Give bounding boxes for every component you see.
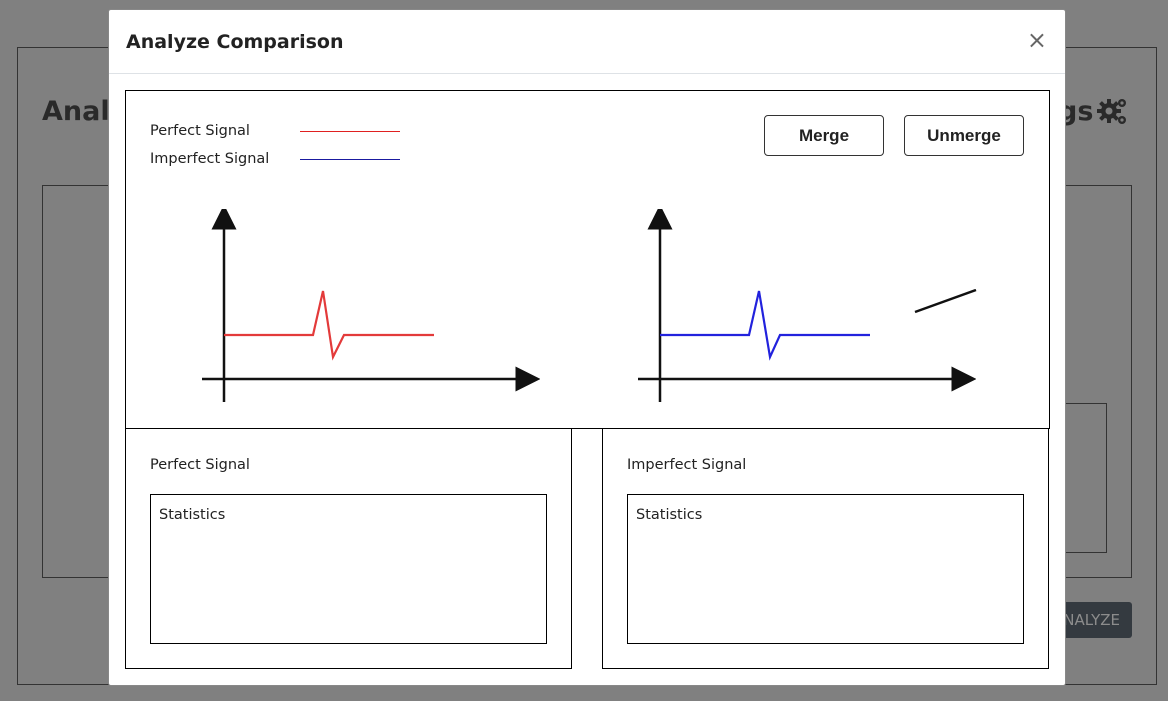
unmerge-button[interactable]: Unmerge	[904, 115, 1024, 156]
merge-button[interactable]: Merge	[764, 115, 884, 156]
signal-line	[660, 290, 870, 361]
signal-line	[224, 290, 434, 361]
background-settings-heading: gs	[1058, 96, 1129, 127]
modal-header: Analyze Comparison ×	[109, 10, 1065, 74]
perfect-signal-stats-panel: Perfect Signal Statistics	[125, 428, 572, 669]
imperfect-signal-stats-panel: Imperfect Signal Statistics	[602, 428, 1049, 669]
stats-panel-title: Imperfect Signal	[627, 457, 747, 473]
legend: Perfect Signal Imperfect Signal	[150, 117, 400, 173]
legend-label: Imperfect Signal	[150, 151, 270, 167]
statistics-label: Statistics	[636, 507, 703, 523]
imperfect-signal-plot	[638, 209, 976, 402]
statistics-label: Statistics	[159, 507, 226, 523]
analyze-comparison-modal: Analyze Comparison × Perfect Signal Impe…	[108, 9, 1066, 686]
statistics-box: Statistics	[150, 494, 547, 644]
legend-label: Perfect Signal	[150, 123, 250, 139]
stray-line	[914, 289, 977, 314]
legend-item-imperfect-signal: Imperfect Signal	[150, 145, 400, 173]
legend-swatch-red	[300, 130, 400, 132]
chart-panel: Perfect Signal Imperfect Signal Merge Un…	[125, 90, 1050, 429]
close-icon[interactable]: ×	[1026, 26, 1047, 54]
stats-panel-title: Perfect Signal	[150, 457, 250, 473]
legend-item-perfect-signal: Perfect Signal	[150, 117, 400, 145]
modal-title: Analyze Comparison	[126, 31, 344, 53]
legend-swatch-blue	[300, 158, 400, 160]
gears-icon	[1097, 98, 1127, 124]
statistics-box: Statistics	[627, 494, 1024, 644]
perfect-signal-plot	[202, 209, 540, 402]
